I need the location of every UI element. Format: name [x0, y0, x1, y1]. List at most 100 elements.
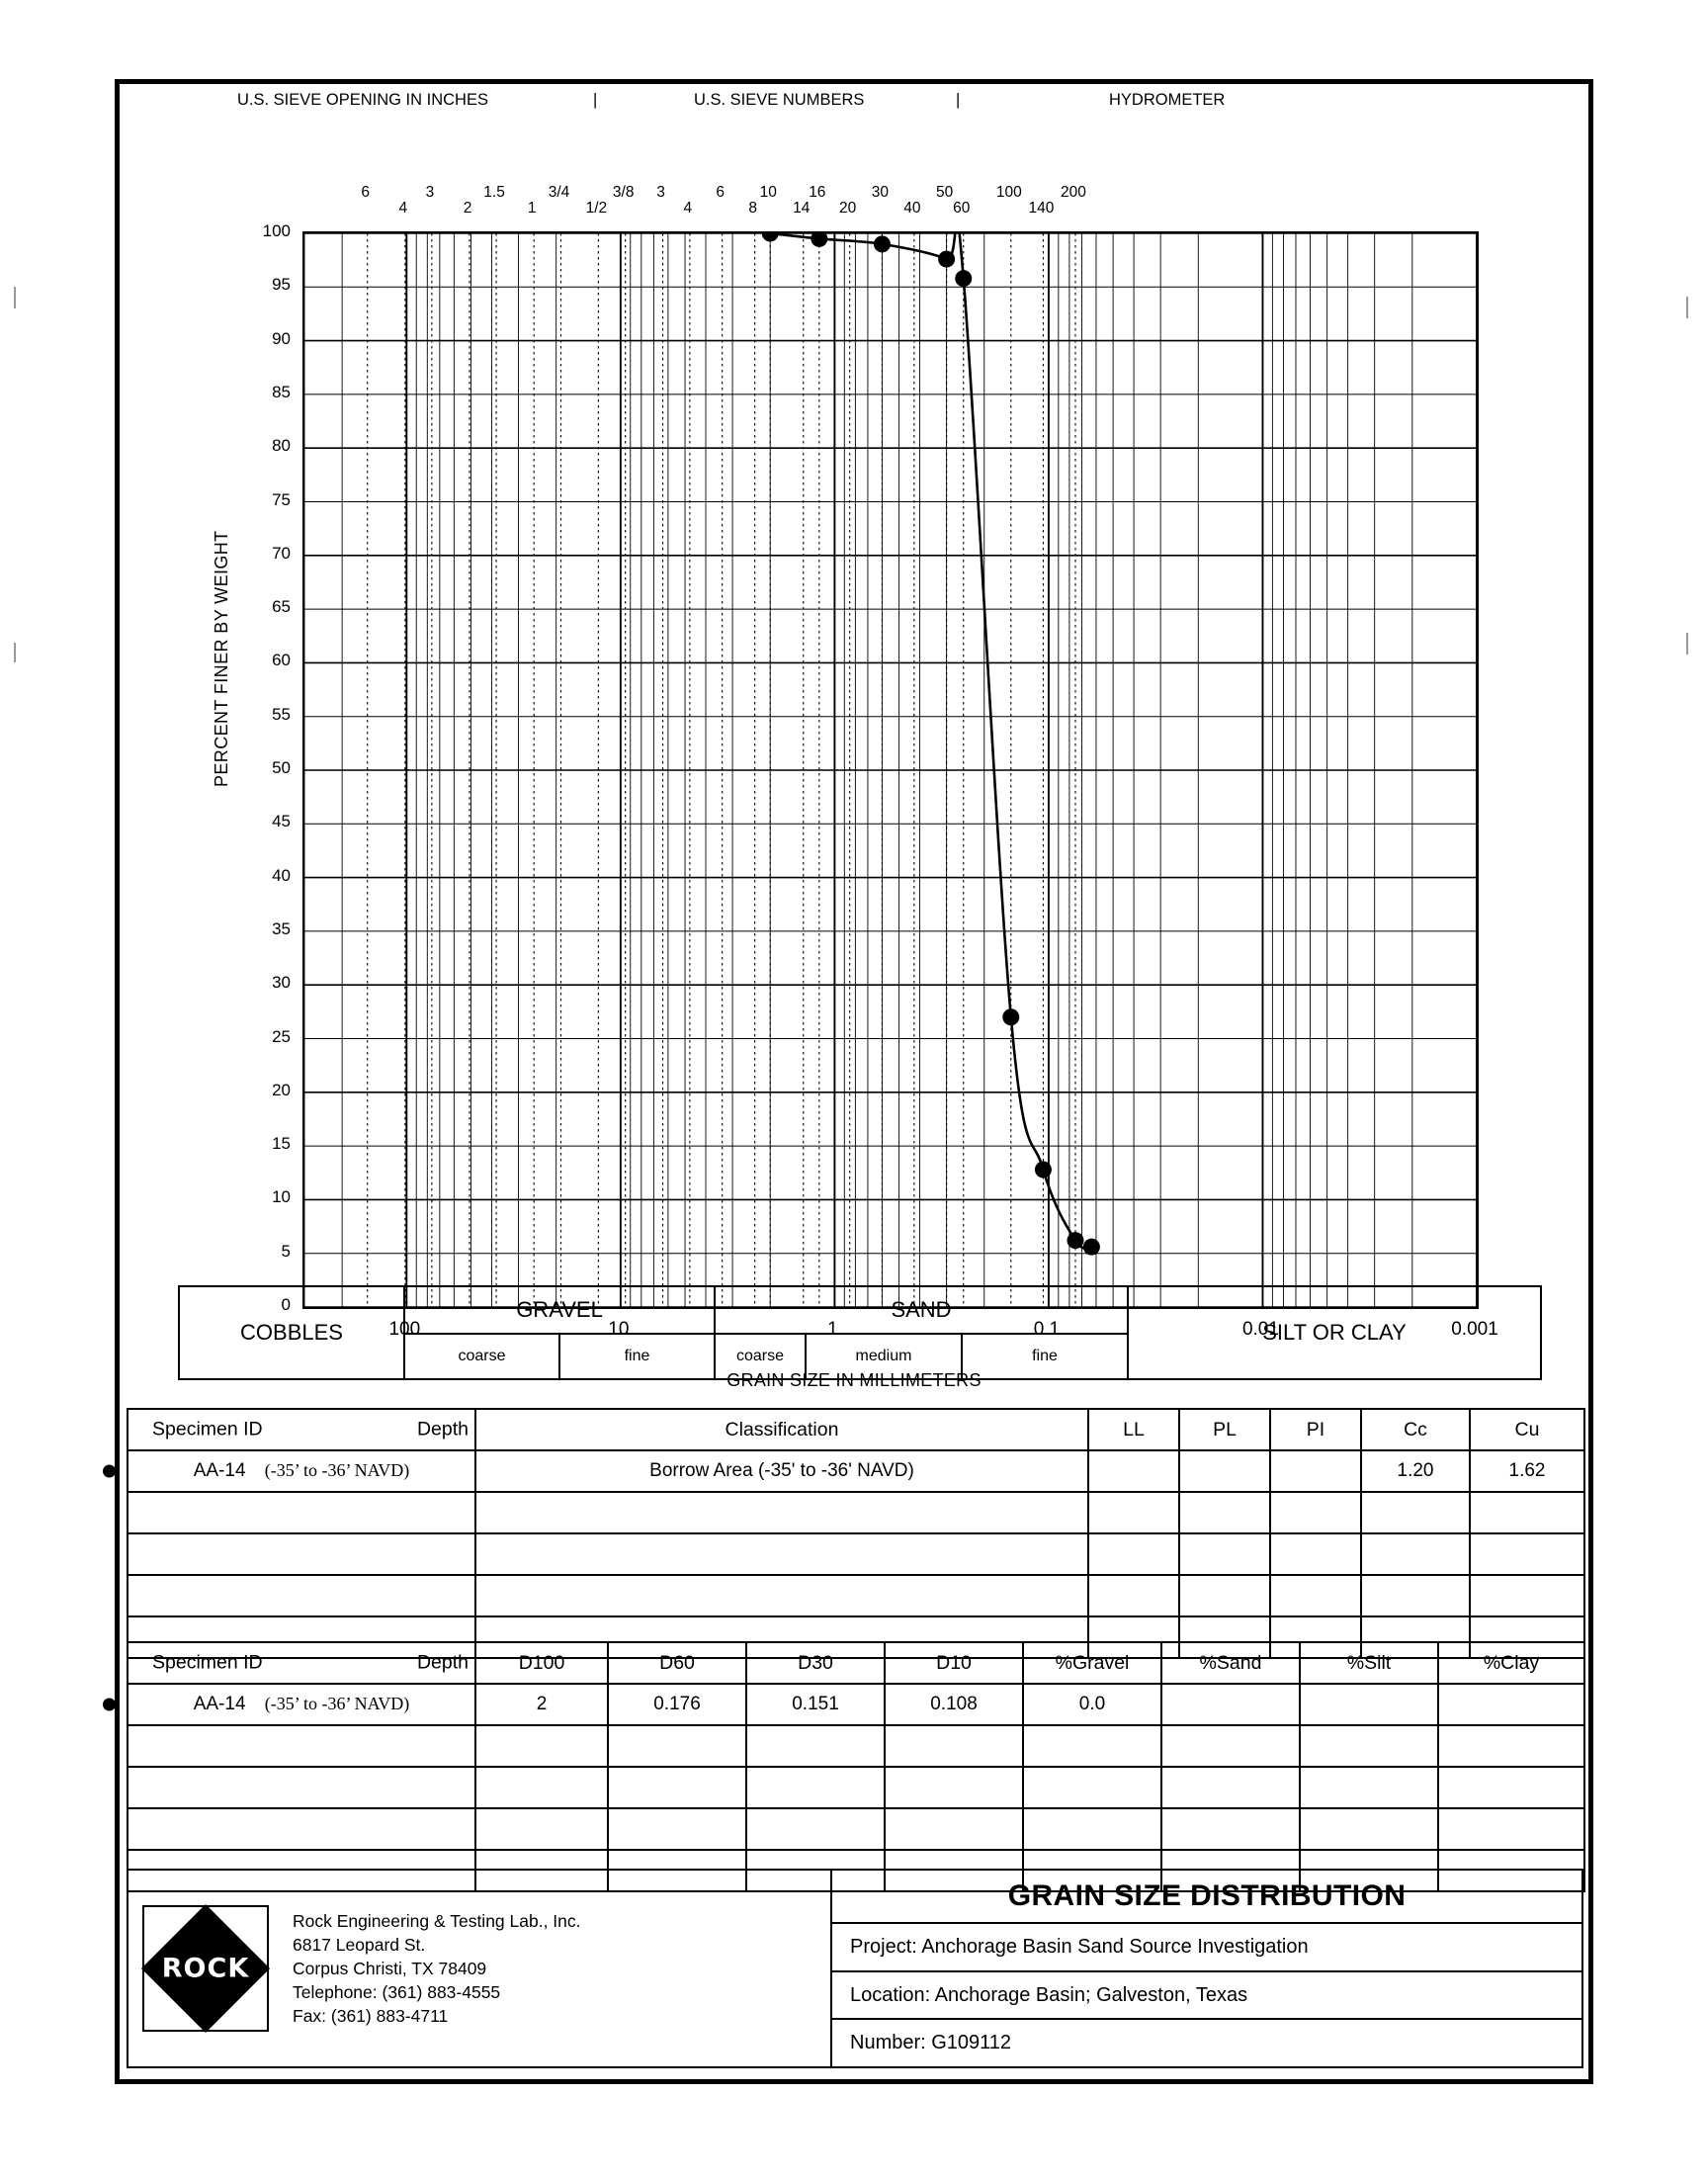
logo-right-arrow-icon — [246, 1953, 263, 1984]
rock-logo: ROCK — [140, 1903, 271, 2034]
sieve-tick-1.5: 1.5 — [483, 184, 505, 201]
cell-specimen-depth — [127, 1807, 476, 1851]
y-tick-95: 95 — [272, 275, 291, 295]
cell-pct-sand — [1160, 1683, 1301, 1726]
table-row[interactable]: AA-14 (-35’ to -36’ NAVD) 2 0.176 0.151 … — [103, 1683, 1585, 1726]
table-row[interactable] — [127, 1849, 1585, 1892]
cell-pct-silt — [1299, 1807, 1439, 1851]
cell-d30 — [745, 1849, 886, 1892]
cell-depth: (-35’ to -36’ NAVD) — [264, 1460, 410, 1480]
class-sub-sand-fine: fine — [1032, 1348, 1058, 1364]
cell-d10 — [884, 1766, 1024, 1809]
class-sub-gravel-fine: fine — [624, 1348, 650, 1364]
cell-depth: (-35’ to -36’ NAVD) — [264, 1694, 410, 1713]
cell-cu — [1469, 1491, 1585, 1534]
cell-pct-silt — [1299, 1849, 1439, 1892]
cell-d30 — [745, 1807, 886, 1851]
sieve-tick-3: 3 — [656, 184, 665, 201]
sieve-tick-100: 100 — [995, 184, 1022, 201]
y-tick-60: 60 — [272, 651, 291, 670]
cell-pl — [1178, 1532, 1271, 1576]
cell-specimen-depth — [127, 1849, 476, 1892]
cell-pct-gravel — [1022, 1849, 1162, 1892]
sieve-tick-6: 6 — [716, 184, 725, 201]
scan-artifact — [14, 287, 16, 308]
cell-cu — [1469, 1532, 1585, 1576]
table-row[interactable] — [127, 1766, 1585, 1809]
cell-specimen-depth: AA-14 (-35’ to -36’ NAVD) — [103, 1683, 476, 1726]
class-group-sand: SAND coarse medium fine — [716, 1287, 1129, 1378]
table-row[interactable] — [127, 1532, 1585, 1576]
y-tick-45: 45 — [272, 812, 291, 831]
sieve-tick-6: 6 — [361, 184, 370, 201]
th-ll: LL — [1087, 1408, 1180, 1451]
y-tick-10: 10 — [272, 1187, 291, 1207]
cell-pct-clay — [1437, 1849, 1585, 1892]
cell-specimen-depth: AA-14 (-35’ to -36’ NAVD) — [103, 1449, 476, 1493]
cell-specimen-depth — [127, 1766, 476, 1809]
sieve-tick-3-8: 3/8 — [612, 184, 635, 201]
sieve-tick-40: 40 — [903, 200, 921, 217]
cell-specimen-depth — [127, 1574, 476, 1617]
y-tick-70: 70 — [272, 543, 291, 563]
th-cu: Cu — [1469, 1408, 1585, 1451]
logo-text: ROCK — [161, 1953, 250, 1984]
y-tick-5: 5 — [281, 1241, 291, 1261]
cell-ll — [1087, 1532, 1180, 1576]
cell-d10 — [884, 1849, 1024, 1892]
class-group-sand-label: SAND — [716, 1287, 1127, 1335]
cell-pct-silt — [1299, 1724, 1439, 1768]
y-tick-90: 90 — [272, 328, 291, 348]
cell-cc: 1.20 — [1360, 1449, 1471, 1493]
th-d10: D10 — [884, 1641, 1024, 1685]
header-divider-right: | — [956, 91, 961, 109]
sieve-tick-3: 3 — [425, 184, 435, 201]
company-address: Rock Engineering & Testing Lab., Inc. 68… — [293, 1909, 581, 2029]
class-sub-gravel-coarse: coarse — [405, 1335, 560, 1378]
report-info-block: GRAIN SIZE DISTRIBUTION Project: Anchora… — [832, 1871, 1581, 2066]
table-row[interactable] — [127, 1807, 1585, 1851]
cell-pct-silt — [1299, 1683, 1439, 1726]
report-title: GRAIN SIZE DISTRIBUTION — [832, 1871, 1581, 1924]
y-tick-25: 25 — [272, 1026, 291, 1046]
x-tick-1: 1 — [827, 1319, 838, 1340]
cell-pct-clay — [1437, 1724, 1585, 1768]
th-specimen-id: Specimen ID — [152, 1651, 263, 1674]
cell-d100 — [474, 1766, 609, 1809]
table-row[interactable]: AA-14 (-35’ to -36’ NAVD) Borrow Area (-… — [103, 1449, 1585, 1493]
th-cc: Cc — [1360, 1408, 1471, 1451]
table-row[interactable] — [127, 1491, 1585, 1534]
cell-specimen-depth — [127, 1491, 476, 1534]
cell-d10: 0.108 — [884, 1683, 1024, 1726]
cell-pi — [1269, 1449, 1362, 1493]
y-tick-55: 55 — [272, 704, 291, 724]
sieve-opening-header: U.S. SIEVE OPENING IN INCHES — [237, 91, 488, 109]
cell-classification — [474, 1491, 1089, 1534]
header-divider-left: | — [593, 91, 598, 109]
table-row[interactable] — [127, 1724, 1585, 1768]
table-row[interactable] — [127, 1574, 1585, 1617]
y-tick-0: 0 — [281, 1295, 291, 1314]
cell-cu — [1469, 1574, 1585, 1617]
sieve-tick-4: 4 — [683, 200, 693, 217]
cell-d10 — [884, 1724, 1024, 1768]
cell-pct-clay — [1437, 1683, 1585, 1726]
th-pl: PL — [1178, 1408, 1271, 1451]
company-block: ROCK Rock Engineering & Testing Lab., In… — [128, 1871, 832, 2066]
company-city: Corpus Christi, TX 78409 — [293, 1958, 487, 1978]
specimen-gradation-table: Specimen ID Depth D100 D60 D30 D10 %Grav… — [103, 1641, 1585, 1892]
y-tick-30: 30 — [272, 973, 291, 993]
cell-pl — [1178, 1449, 1271, 1493]
th-d60: D60 — [607, 1641, 747, 1685]
cell-d10 — [884, 1807, 1024, 1851]
cell-specimen-depth — [127, 1724, 476, 1768]
company-telephone: Telephone: (361) 883-4555 — [293, 1982, 501, 2003]
cell-cu: 1.62 — [1469, 1449, 1585, 1493]
specimen-classification-table: Specimen ID Depth Classification LL PL P… — [103, 1408, 1585, 1659]
th-pi: PI — [1269, 1408, 1362, 1451]
company-name: Rock Engineering & Testing Lab., Inc. — [293, 1910, 581, 1931]
series-marker-icon — [103, 1464, 116, 1478]
sieve-tick-2: 2 — [463, 200, 472, 217]
class-group-gravel: GRAVEL coarse fine — [405, 1287, 716, 1378]
